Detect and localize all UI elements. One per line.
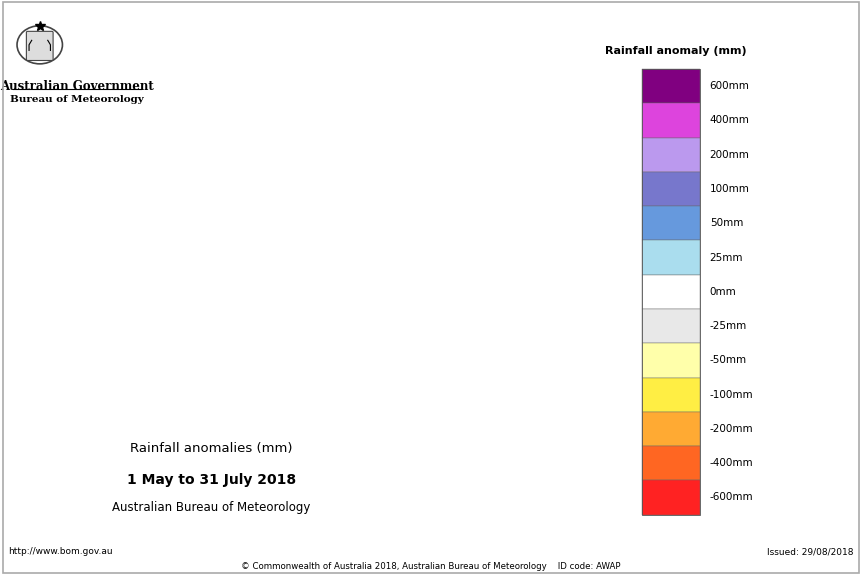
Text: 200mm: 200mm <box>709 150 749 160</box>
Text: Bureau of Meteorology: Bureau of Meteorology <box>10 95 144 104</box>
Bar <box>641 412 700 446</box>
Text: 25mm: 25mm <box>709 252 742 263</box>
Text: 600mm: 600mm <box>709 81 749 91</box>
Bar <box>641 104 700 137</box>
Bar <box>641 275 700 309</box>
Text: © Commonwealth of Australia 2018, Australian Bureau of Meteorology    ID code: A: © Commonwealth of Australia 2018, Austra… <box>241 562 620 571</box>
Text: 50mm: 50mm <box>709 218 742 228</box>
Bar <box>641 240 700 275</box>
Text: -400mm: -400mm <box>709 458 753 468</box>
Bar <box>641 343 700 378</box>
Text: Rainfall anomalies (mm): Rainfall anomalies (mm) <box>130 442 292 455</box>
Text: 0mm: 0mm <box>709 287 735 297</box>
Bar <box>641 69 700 104</box>
Bar <box>641 446 700 480</box>
Text: Australian Government: Australian Government <box>0 79 154 93</box>
Text: 100mm: 100mm <box>709 184 749 194</box>
Text: 400mm: 400mm <box>709 116 749 125</box>
Bar <box>641 206 700 240</box>
Text: -50mm: -50mm <box>709 355 746 365</box>
Bar <box>641 69 700 515</box>
Bar <box>641 137 700 172</box>
Bar <box>641 309 700 343</box>
Text: -600mm: -600mm <box>709 492 753 503</box>
FancyBboxPatch shape <box>27 31 53 60</box>
Text: Issued: 29/08/2018: Issued: 29/08/2018 <box>766 547 852 557</box>
Text: http://www.bom.gov.au: http://www.bom.gov.au <box>9 547 113 557</box>
Text: Rainfall anomaly (mm): Rainfall anomaly (mm) <box>604 45 746 56</box>
Text: -200mm: -200mm <box>709 424 753 434</box>
Bar <box>641 378 700 412</box>
Text: -100mm: -100mm <box>709 390 753 400</box>
Bar <box>641 172 700 206</box>
Bar <box>641 480 700 515</box>
Text: 1 May to 31 July 2018: 1 May to 31 July 2018 <box>127 473 295 487</box>
Text: -25mm: -25mm <box>709 321 746 331</box>
Text: Australian Bureau of Meteorology: Australian Bureau of Meteorology <box>112 501 310 513</box>
